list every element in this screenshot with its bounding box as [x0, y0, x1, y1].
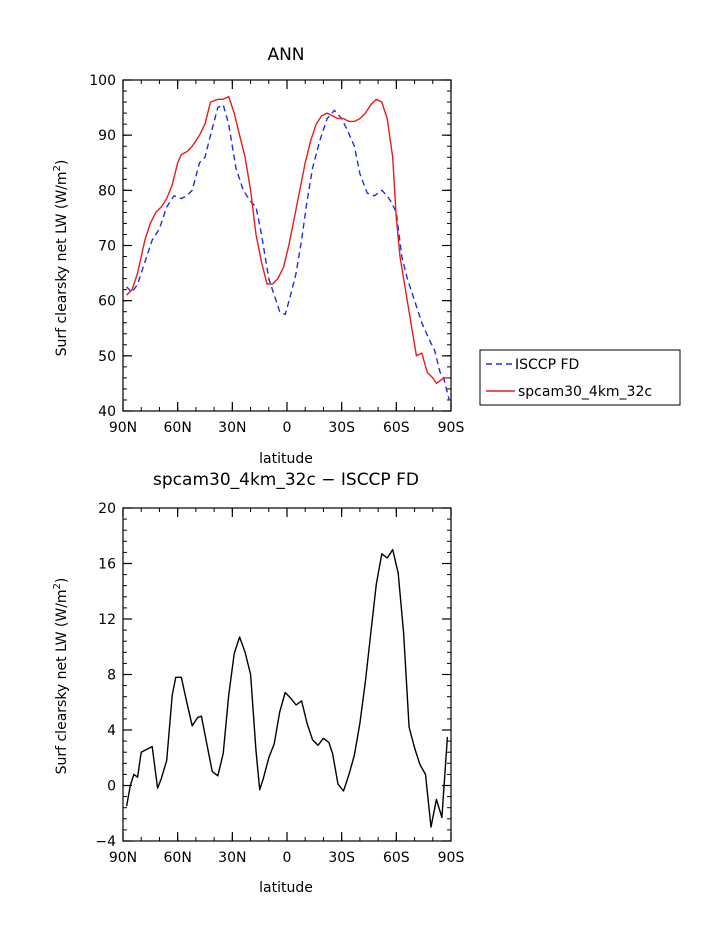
- x-tick-label: 90S: [438, 850, 465, 866]
- x-tick-label: 90N: [109, 420, 137, 436]
- y-tick-label: 100: [89, 73, 116, 89]
- x-tick-label: 60S: [383, 420, 410, 436]
- top-chart-xlabel: latitude: [259, 451, 313, 467]
- y-tick-label: 60: [98, 294, 116, 310]
- bottom-chart-ylabel: Surf clearsky net LW (W/m2): [52, 578, 70, 775]
- top-chart-legend: ISCCP FD spcam30_4km_32c: [479, 349, 681, 406]
- x-tick-label: 90S: [438, 420, 465, 436]
- y-tick-label: 12: [98, 612, 116, 628]
- x-tick-label: 30S: [328, 420, 355, 436]
- x-tick-label: 0: [283, 420, 292, 436]
- x-tick-label: 60N: [164, 850, 192, 866]
- x-tick-label: 30S: [328, 850, 355, 866]
- legend-box: [479, 349, 681, 406]
- bottom-chart-xlabel: latitude: [259, 880, 313, 896]
- top-chart-title: ANN: [267, 45, 304, 65]
- y-tick-label: −4: [95, 834, 116, 850]
- bottom-chart-title: spcam30_4km_32c − ISCCP FD: [153, 470, 419, 490]
- y-tick-label: 16: [98, 557, 116, 573]
- y-tick-label: 20: [98, 501, 116, 517]
- bottom-chart-ylabel-sup: 2: [52, 583, 63, 589]
- x-tick-label: 90N: [109, 850, 137, 866]
- top-chart-ylabel-end: ): [54, 160, 70, 165]
- series-line-0-1: [126, 95, 450, 385]
- plot-frame: [122, 507, 452, 842]
- x-tick-label: 60S: [383, 850, 410, 866]
- bottom-chart: spcam30_4km_32c − ISCCP FD 90N 60N 30N 0 30S…: [52, 470, 464, 896]
- x-tick-label: 0: [283, 850, 292, 866]
- y-tick-label: 40: [98, 404, 116, 420]
- legend-label-isccp: ISCCP FD: [515, 357, 579, 373]
- y-tick-label: 8: [107, 668, 116, 684]
- top-chart-ylabel-main: Surf clearsky net LW (W/m: [54, 171, 70, 356]
- top-chart-ylabel: Surf clearsky net LW (W/m2): [52, 160, 70, 357]
- series-line-1-0: [125, 548, 449, 828]
- top-chart: ANN 90N 60N 30N 0 30S 60S 90S 40 50 60 70 80 90 100 l…: [52, 45, 681, 467]
- y-tick-label: 50: [98, 349, 116, 365]
- bottom-chart-ylabel-main: Surf clearsky net LW (W/m: [54, 589, 70, 774]
- top-chart-ylabel-sup: 2: [52, 165, 63, 171]
- y-tick-label: 70: [98, 239, 116, 255]
- bottom-chart-ylabel-end: ): [54, 578, 70, 583]
- y-tick-label: 80: [98, 183, 116, 199]
- x-tick-label: 60N: [164, 420, 192, 436]
- y-tick-label: 90: [98, 128, 116, 144]
- legend-label-spcam: spcam30_4km_32c: [518, 384, 652, 400]
- x-tick-label: 30N: [218, 850, 246, 866]
- y-tick-label: 0: [107, 779, 116, 795]
- series-line-0-0: [126, 104, 450, 401]
- plot-frame: [122, 79, 452, 412]
- x-tick-label: 30N: [218, 420, 246, 436]
- y-tick-label: 4: [107, 723, 116, 739]
